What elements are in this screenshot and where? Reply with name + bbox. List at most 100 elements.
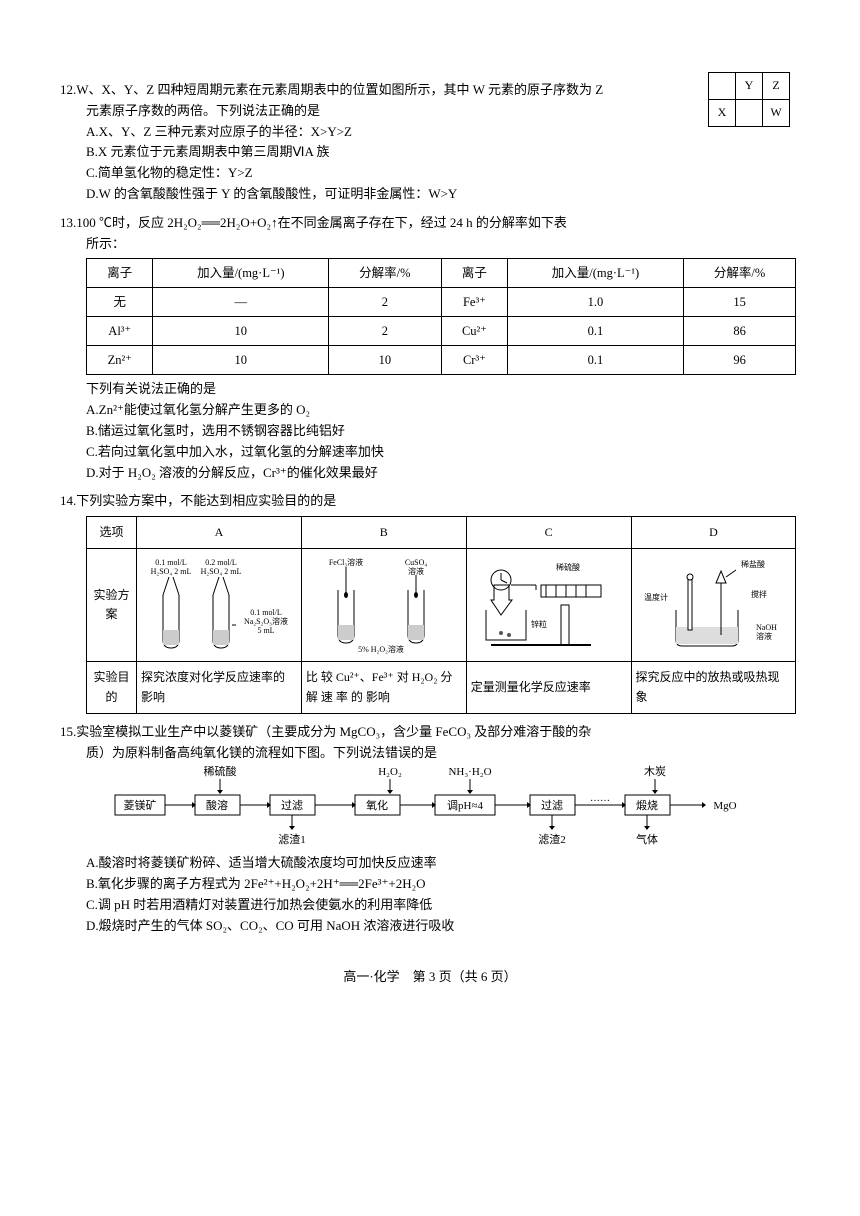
cell: 0.1	[508, 346, 684, 375]
cell: Zn²⁺	[87, 346, 153, 375]
th-d: D	[631, 517, 796, 549]
scheme-c: 稀硫酸 锌粒	[466, 549, 631, 662]
cell: —	[153, 288, 329, 317]
q15-opt-a: A.酸溶时将菱镁矿粉碎、适当增大硫酸浓度均可加快反应速率	[60, 853, 800, 874]
svg-text:过滤: 过滤	[281, 799, 303, 812]
flow-diagram: 稀硫酸 H₂O₂ NH₃·H₂O 木炭 菱镁矿 酸溶 过滤 氧化 调pH≈4 过…	[100, 763, 800, 853]
svg-text:FeCl₃溶液: FeCl₃溶液	[329, 557, 363, 567]
cell: Cu²⁺	[441, 317, 507, 346]
purpose-b: 比 较 Cu²⁺、Fe³⁺ 对 H₂O₂ 分 解 速 率 的 影响	[301, 662, 466, 713]
svg-text:5% H₂O₂溶液: 5% H₂O₂溶液	[358, 644, 404, 654]
scheme-d: 稀盐酸 温度计 搅拌 NaOH 溶液	[631, 549, 796, 662]
cell: 无	[87, 288, 153, 317]
svg-text:……: ……	[590, 793, 610, 804]
svg-text:溶液: 溶液	[756, 631, 772, 641]
svg-text:MgO: MgO	[713, 800, 736, 812]
question-14: 14.下列实验方案中，不能达到相应实验目的的是 选项 A B C D 实验方案 …	[60, 491, 800, 713]
svg-text:木炭: 木炭	[644, 765, 666, 778]
svg-text:锌粒: 锌粒	[531, 619, 547, 629]
th-ion-1: 离子	[87, 259, 153, 288]
svg-text:稀硫酸: 稀硫酸	[204, 764, 237, 778]
q12-opt-a: A.X、Y、Z 三种元素对应原子的半径：X>Y>Z	[60, 122, 800, 143]
th-c: C	[466, 517, 631, 549]
cell: 1.0	[508, 288, 684, 317]
svg-text:0.1 mol/L: 0.1 mol/L	[250, 608, 282, 617]
question-12: YZ XW 12.W、X、Y、Z 四种短周期元素在元素周期表中的位置如图所示，其…	[60, 80, 800, 205]
cell: 10	[153, 346, 329, 375]
q13-postline: 下列有关说法正确的是	[60, 379, 800, 400]
svg-text:滤渣2: 滤渣2	[538, 832, 566, 846]
row-purpose-label: 实验目的	[87, 662, 137, 713]
cell: 0.1	[508, 317, 684, 346]
cell: 10	[329, 346, 442, 375]
q13-stem-1: 13.100 ℃时，反应 2H₂O₂══2H₂O+O₂↑在不同金属离子存在下，经…	[60, 213, 800, 234]
q12-options: A.X、Y、Z 三种元素对应原子的半径：X>Y>Z B.X 元素位于元素周期表中…	[60, 122, 800, 205]
q13-opt-b: B.储运过氧化氢时，选用不锈钢容器比纯铝好	[60, 421, 800, 442]
purpose-d: 探究反应中的放热或吸热现象	[631, 662, 796, 713]
q15-stem-1: 15.实验室模拟工业生产中以菱镁矿（主要成分为 MgCO₃，含少量 FeCO₃ …	[60, 722, 800, 743]
th-amount-2: 加入量/(mg·L⁻¹)	[508, 259, 684, 288]
purpose-a: 探究浓度对化学反应速率的影响	[137, 662, 302, 713]
grid-y: Y	[736, 73, 763, 100]
svg-text:稀盐酸: 稀盐酸	[741, 559, 765, 569]
svg-text:酸溶: 酸溶	[206, 798, 228, 812]
q15-opt-c: C.调 pH 时若用酒精灯对装置进行加热会使氨水的利用率降低	[60, 895, 800, 916]
q14-stem: 14.下列实验方案中，不能达到相应实验目的的是	[60, 491, 800, 512]
question-13: 13.100 ℃时，反应 2H₂O₂══2H₂O+O₂↑在不同金属离子存在下，经…	[60, 213, 800, 484]
th-option: 选项	[87, 517, 137, 549]
q13-opt-a: A.Zn²⁺能使过氧化氢分解产生更多的 O₂	[60, 400, 800, 421]
svg-text:煅烧: 煅烧	[636, 798, 658, 812]
cell: Cr³⁺	[441, 346, 507, 375]
svg-text:NaOH: NaOH	[756, 623, 777, 632]
svg-text:温度计: 温度计	[644, 592, 668, 602]
th-b: B	[301, 517, 466, 549]
q12-opt-c: C.简单氢化物的稳定性：Y>Z	[60, 163, 800, 184]
svg-text:搅拌: 搅拌	[751, 589, 767, 599]
svg-text:过滤: 过滤	[541, 799, 563, 812]
cell: Fe³⁺	[441, 288, 507, 317]
cell: 15	[683, 288, 796, 317]
scheme-b: FeCl₃溶液 CuSO₄ 溶液 5% H₂O₂溶液	[301, 549, 466, 662]
th-ion-2: 离子	[441, 259, 507, 288]
svg-text:氧化: 氧化	[366, 798, 388, 812]
svg-text:Na₂S₂O₃溶液: Na₂S₂O₃溶液	[244, 616, 288, 626]
cell: 96	[683, 346, 796, 375]
q15-options: A.酸溶时将菱镁矿粉碎、适当增大硫酸浓度均可加快反应速率 B.氧化步骤的离子方程…	[60, 853, 800, 936]
grid-z: Z	[763, 73, 790, 100]
th-a: A	[137, 517, 302, 549]
page-footer: 高一·化学 第 3 页（共 6 页）	[60, 967, 800, 988]
purpose-c: 定量测量化学反应速率	[466, 662, 631, 713]
cell: Al³⁺	[87, 317, 153, 346]
q12-opt-b: B.X 元素位于元素周期表中第三周期ⅥA 族	[60, 142, 800, 163]
svg-text:0.2 mol/L: 0.2 mol/L	[205, 558, 237, 567]
grid-x: X	[709, 100, 736, 127]
th-rate-1: 分解率/%	[329, 259, 442, 288]
svg-text:CuSO₄: CuSO₄	[405, 558, 428, 567]
cell: 10	[153, 317, 329, 346]
q15-stem-2: 质）为原料制备高纯氧化镁的流程如下图。下列说法错误的是	[60, 743, 800, 764]
cell: 2	[329, 288, 442, 317]
decomposition-table: 离子 加入量/(mg·L⁻¹) 分解率/% 离子 加入量/(mg·L⁻¹) 分解…	[86, 258, 796, 375]
svg-text:气体: 气体	[636, 832, 658, 846]
q12-opt-d: D.W 的含氧酸酸性强于 Y 的含氧酸酸性，可证明非金属性：W>Y	[60, 184, 800, 205]
periodic-grid: YZ XW	[708, 72, 790, 127]
question-15: 15.实验室模拟工业生产中以菱镁矿（主要成分为 MgCO₃，含少量 FeCO₃ …	[60, 722, 800, 937]
th-amount-1: 加入量/(mg·L⁻¹)	[153, 259, 329, 288]
svg-text:溶液: 溶液	[408, 566, 424, 576]
q13-opt-c: C.若向过氧化氢中加入水，过氧化氢的分解速率加快	[60, 442, 800, 463]
svg-text:H₂SO₄ 2 mL: H₂SO₄ 2 mL	[151, 567, 192, 576]
q13-stem-2: 所示：	[60, 234, 800, 255]
row-scheme-label: 实验方案	[87, 549, 137, 662]
q13-opt-d: D.对于 H₂O₂ 溶液的分解反应，Cr³⁺的催化效果最好	[60, 463, 800, 484]
th-rate-2: 分解率/%	[683, 259, 796, 288]
experiment-table: 选项 A B C D 实验方案 0.1 mol/L H₂SO₄ 2 mL 0.2…	[86, 516, 796, 714]
grid-w: W	[763, 100, 790, 127]
q12-stem-1: 12.W、X、Y、Z 四种短周期元素在元素周期表中的位置如图所示，其中 W 元素…	[60, 80, 800, 101]
cell: 2	[329, 317, 442, 346]
svg-text:5 mL: 5 mL	[257, 626, 274, 635]
svg-text:滤渣1: 滤渣1	[278, 832, 306, 846]
svg-text:菱镁矿: 菱镁矿	[124, 798, 157, 812]
q13-options: A.Zn²⁺能使过氧化氢分解产生更多的 O₂ B.储运过氧化氢时，选用不锈钢容器…	[60, 400, 800, 483]
q15-opt-b: B.氧化步骤的离子方程式为 2Fe²⁺+H₂O₂+2H⁺══2Fe³⁺+2H₂O	[60, 874, 800, 895]
svg-text:H₂SO₄ 2 mL: H₂SO₄ 2 mL	[201, 567, 242, 576]
